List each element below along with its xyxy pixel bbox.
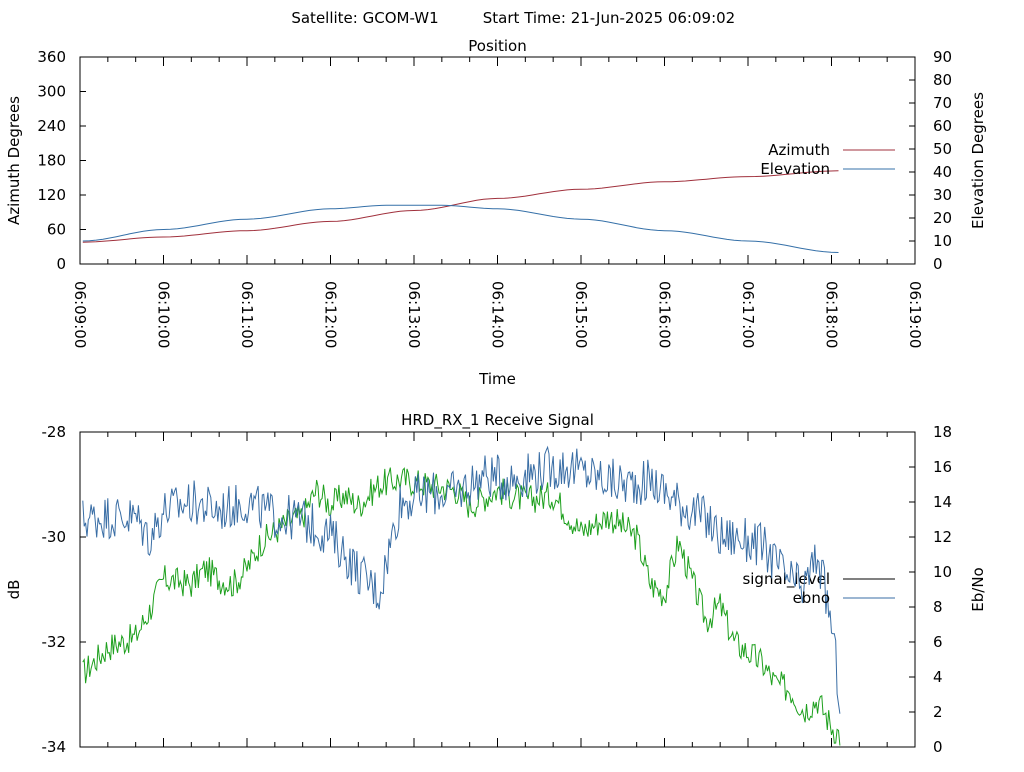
- y2-tick-label: 14: [933, 493, 952, 511]
- y2-axis-label: Elevation Degrees: [969, 92, 987, 229]
- y-tick-label: 180: [37, 152, 66, 170]
- plot-frame: [79, 431, 916, 748]
- x-tick-label: 06:18:00: [823, 281, 841, 348]
- position-chart: Position 0 60 120 180 240 300 360 0 10 20 30 40 50 60 7…: [5, 37, 987, 388]
- x-tick-label: 06:19:00: [906, 281, 924, 348]
- x-tick-label: 06:15:00: [572, 281, 590, 348]
- y2-tick-label: 20: [933, 209, 952, 227]
- series-line-ebno: [82, 445, 841, 714]
- series-line-signal_level: [82, 467, 841, 746]
- y2-tick-label: 0: [933, 255, 943, 273]
- y-tick-label: -30: [42, 528, 67, 546]
- y2-tick-label: 0: [933, 738, 943, 756]
- y2-tick-label: 18: [933, 423, 952, 441]
- chart-title: Position: [468, 37, 526, 55]
- y2-tick-label: 60: [933, 117, 952, 135]
- y2-tick-label: 6: [933, 633, 943, 651]
- y2-tick-label: 16: [933, 458, 952, 476]
- y2-tick-label: 8: [933, 598, 943, 616]
- y-tick-label: 60: [47, 221, 66, 239]
- y2-tick-label: 4: [933, 668, 943, 686]
- y2-tick-label: 70: [933, 94, 952, 112]
- x-tick-label: 06:13:00: [405, 281, 423, 348]
- y-axis-label: dB: [5, 580, 23, 600]
- series-line-Azimuth: [82, 170, 839, 243]
- y-tick-label: -34: [42, 738, 67, 756]
- y-tick-label: -32: [42, 633, 67, 651]
- x-tick-label: 06:16:00: [656, 281, 674, 348]
- x-tick-label: 06:14:00: [489, 281, 507, 348]
- y2-tick-label: 2: [933, 703, 943, 721]
- y-tick-label: 240: [37, 117, 66, 135]
- x-tick-label: 06:12:00: [322, 281, 340, 348]
- receive-signal-chart: HRD_RX_1 Receive Signal -34 -32 -30 -28 0 2 4 6 8…: [5, 411, 987, 756]
- chart-title: HRD_RX_1 Receive Signal: [401, 411, 594, 430]
- y2-tick-label: 50: [933, 140, 952, 158]
- y-axis-label: Azimuth Degrees: [5, 96, 23, 225]
- x-tick-label: 06:17:00: [739, 281, 757, 348]
- x-axis-label: Time: [478, 370, 516, 388]
- legend-label-ebno: ebno: [793, 589, 830, 607]
- y2-tick-label: 40: [933, 163, 952, 181]
- series-line-Elevation: [82, 204, 839, 253]
- start-time-title: Start Time: 21-Jun-2025 06:09:02: [483, 9, 735, 27]
- y2-tick-label: 30: [933, 186, 952, 204]
- legend-label-Azimuth: Azimuth: [768, 141, 830, 159]
- y-tick-label: 120: [37, 186, 66, 204]
- y2-axis-label: Eb/No: [969, 567, 987, 611]
- y2-tick-label: 90: [933, 48, 952, 66]
- y2-tick-label: 10: [933, 563, 952, 581]
- x-tick-label: 06:11:00: [238, 281, 256, 348]
- x-tick-label: 06:10:00: [155, 281, 173, 348]
- y-tick-label: 300: [37, 83, 66, 101]
- y-tick-label: -28: [42, 423, 67, 441]
- legend-label-Elevation: Elevation: [760, 160, 830, 178]
- y2-tick-label: 80: [933, 71, 952, 89]
- y-tick-label: 0: [56, 255, 66, 273]
- y2-tick-label: 12: [933, 528, 952, 546]
- y2-tick-label: 10: [933, 232, 952, 250]
- y-tick-label: 360: [37, 48, 66, 66]
- satellite-title: Satellite: GCOM-W1: [291, 9, 438, 27]
- x-tick-label: 06:09:00: [71, 281, 89, 348]
